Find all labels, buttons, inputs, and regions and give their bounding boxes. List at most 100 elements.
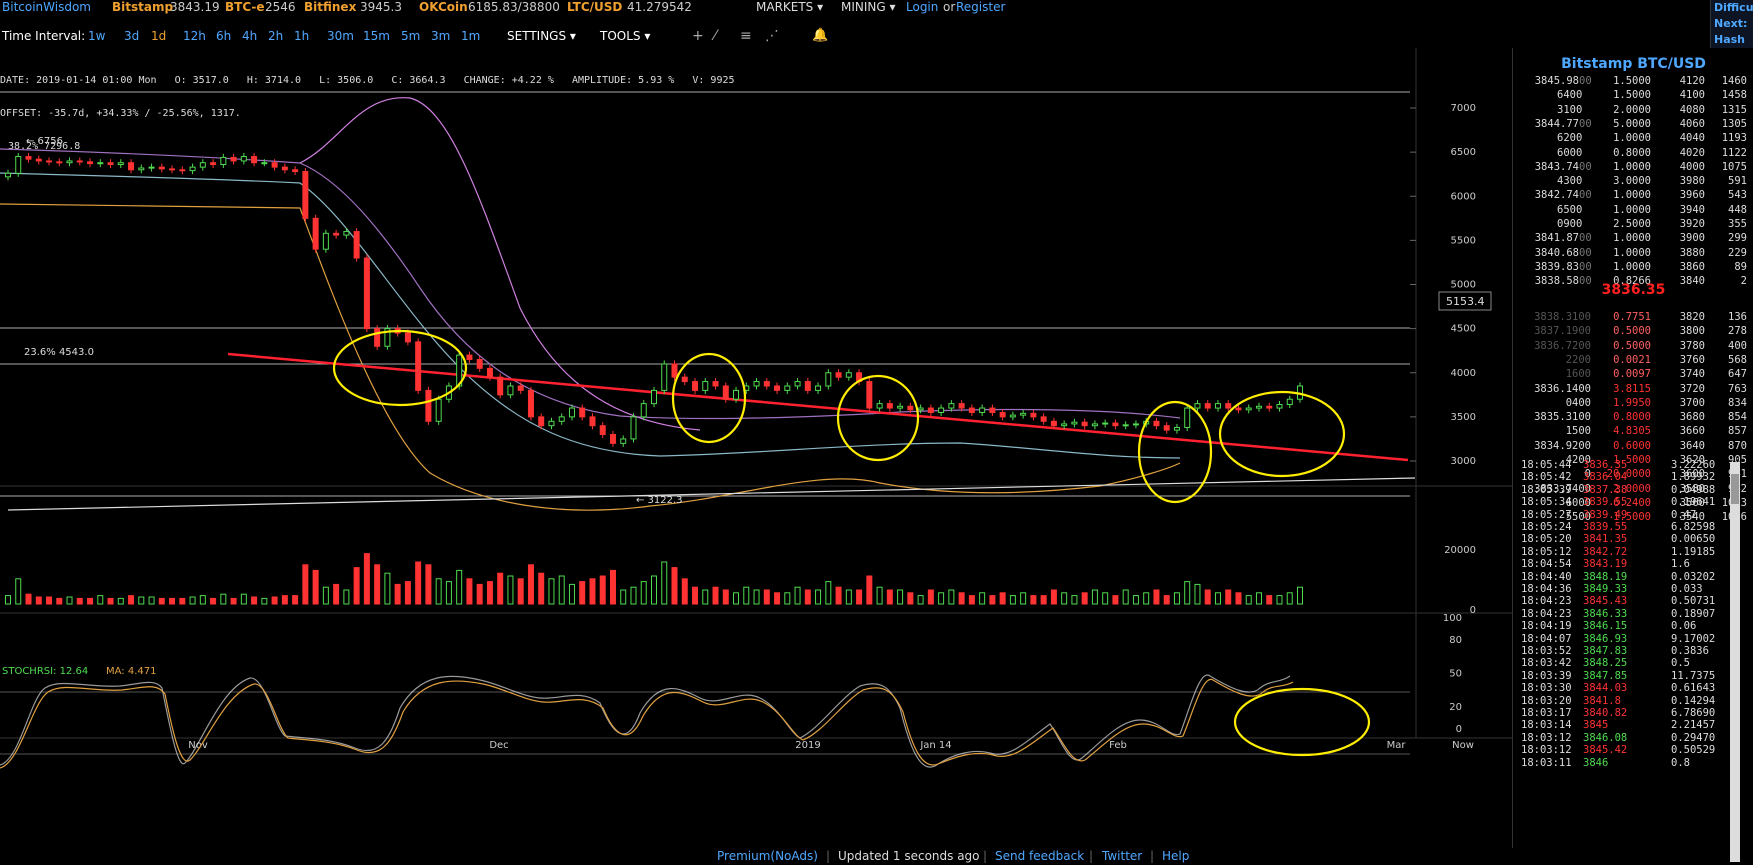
candle-body[interactable] [251, 156, 258, 164]
candle-body[interactable] [1091, 423, 1098, 427]
orderbook-ask-row[interactable]: 3841.87 00 1.0000 3900 299 [1513, 231, 1747, 246]
candle-body[interactable] [784, 385, 791, 391]
orderbook-ask-row[interactable]: 3845.98 00 1.5000 4120 1460 [1513, 74, 1747, 89]
premium-link[interactable]: Premium(NoAds) [717, 849, 818, 863]
fib-fan-icon[interactable]: ⋰ [765, 28, 779, 44]
interval-2h[interactable]: 2h [268, 29, 284, 43]
candle-body[interactable] [794, 381, 801, 387]
candle-body[interactable] [117, 162, 124, 165]
settings-menu[interactable]: SETTINGS ▾ [507, 25, 576, 47]
interval-1w[interactable]: 1w [88, 29, 106, 43]
candle-body[interactable] [1173, 426, 1180, 431]
tools-menu[interactable]: TOOLS ▾ [600, 25, 650, 47]
support-line[interactable] [7, 477, 1416, 511]
candle-body[interactable] [733, 389, 740, 400]
candle-body[interactable] [845, 372, 852, 378]
candle-body[interactable] [466, 354, 473, 361]
candle-body[interactable] [343, 231, 350, 236]
candle-body[interactable] [722, 385, 729, 400]
candle-body[interactable] [363, 257, 370, 330]
candle-body[interactable] [271, 162, 278, 168]
candle-body[interactable] [1071, 421, 1078, 425]
interval-1m[interactable]: 1m [461, 29, 481, 43]
candle-body[interactable] [281, 166, 288, 171]
candle-body[interactable] [907, 405, 914, 411]
candle-body[interactable] [230, 156, 237, 162]
candle-body[interactable] [999, 411, 1006, 418]
brand-logo[interactable]: BitcoinWisdom [2, 0, 91, 14]
candle-body[interactable] [322, 232, 329, 250]
candle-body[interactable] [76, 160, 83, 163]
candle-body[interactable] [866, 381, 873, 409]
candle-body[interactable] [671, 363, 678, 378]
orderbook-ask-row[interactable]: 3839.83 00 1.0000 3860 89 [1513, 260, 1747, 275]
ticker-exchange[interactable]: BTC-e [225, 0, 265, 14]
twitter-link[interactable]: Twitter [1102, 849, 1143, 863]
candle-body[interactable] [825, 372, 832, 387]
orderbook-bid-row[interactable]: 3835.3100 0.8000 3680 854 [1513, 410, 1747, 425]
candle-body[interactable] [5, 172, 11, 178]
candle-body[interactable] [599, 425, 606, 436]
candle-body[interactable] [609, 434, 616, 444]
line-tool-icon[interactable]: ⁄ [714, 28, 717, 44]
highlight-circle[interactable] [671, 352, 747, 444]
candle-body[interactable] [292, 169, 299, 173]
orderbook-bid-row[interactable]: 3838.3100 0.7751 3820 136 [1513, 310, 1747, 325]
orderbook-bid-row[interactable]: 3834.9200 0.6000 3640 870 [1513, 439, 1747, 454]
candle-body[interactable] [1050, 420, 1057, 427]
candle-body[interactable] [1266, 405, 1273, 409]
candle-body[interactable] [692, 381, 699, 391]
orderbook-ask-row[interactable]: 3843.74 00 1.0000 4000 1075 [1513, 160, 1747, 175]
candle-body[interactable] [938, 407, 945, 413]
orderbook-bid-row[interactable]: 3836.1400 3.8115 3720 763 [1513, 382, 1747, 397]
interval-4h[interactable]: 4h [242, 29, 258, 43]
alert-bell-icon[interactable]: 🔔 [812, 28, 829, 43]
candle-body[interactable] [107, 162, 114, 165]
candle-body[interactable] [1194, 403, 1201, 409]
orderbook-bid-row[interactable]: 0400 1.9950 3700 834 [1513, 396, 1747, 411]
candle-body[interactable] [958, 403, 965, 409]
candle-body[interactable] [128, 162, 135, 171]
candle-body[interactable] [261, 162, 268, 165]
candle-body[interactable] [1245, 407, 1252, 411]
interval-30m[interactable]: 30m [327, 29, 354, 43]
candle-body[interactable] [1235, 407, 1242, 411]
ticker-exchange[interactable]: Bitfinex [304, 0, 357, 14]
candle-body[interactable] [774, 385, 781, 391]
orderbook-bid-row[interactable]: 2200 0.0021 3760 568 [1513, 353, 1747, 368]
orderbook-ask-row[interactable]: 6200 1.0000 4040 1193 [1513, 131, 1747, 146]
candle-body[interactable] [927, 407, 934, 413]
candle-body[interactable] [1030, 412, 1037, 418]
login-link[interactable]: Login [906, 0, 939, 14]
candle-body[interactable] [558, 416, 565, 422]
candle-body[interactable] [220, 156, 227, 165]
interval-3m[interactable]: 3m [431, 29, 451, 43]
candle-body[interactable] [507, 385, 514, 396]
candle-body[interactable] [1214, 403, 1221, 409]
candle-body[interactable] [25, 156, 32, 160]
mining-menu[interactable]: MINING ▾ [841, 0, 896, 14]
orderbook-ask-row[interactable]: 3838.58 00 0.8266 3840 2 [1513, 274, 1747, 289]
candle-body[interactable] [763, 381, 770, 387]
candle-body[interactable] [66, 160, 73, 164]
candle-body[interactable] [240, 156, 247, 162]
candle-body[interactable] [35, 158, 42, 162]
candle-body[interactable] [435, 398, 442, 422]
orderbook-bid-row[interactable]: 1500 4.8305 3660 857 [1513, 424, 1747, 439]
scrollbar-thumb[interactable] [1731, 474, 1739, 504]
candle-body[interactable] [87, 161, 94, 165]
candle-body[interactable] [538, 416, 545, 427]
interval-12h[interactable]: 12h [183, 29, 206, 43]
candle-body[interactable] [384, 328, 391, 347]
orderbook-ask-row[interactable]: 0900 2.5000 3920 355 [1513, 217, 1747, 232]
candle-body[interactable] [1276, 404, 1283, 409]
candle-body[interactable] [1204, 403, 1211, 409]
crosshair-icon[interactable]: + [692, 28, 704, 44]
candle-body[interactable] [199, 162, 206, 168]
candle-body[interactable] [989, 407, 996, 413]
candle-body[interactable] [968, 407, 975, 413]
candle-body[interactable] [97, 162, 104, 165]
markets-menu[interactable]: MARKETS ▾ [756, 0, 823, 14]
candle-body[interactable] [1184, 407, 1191, 428]
